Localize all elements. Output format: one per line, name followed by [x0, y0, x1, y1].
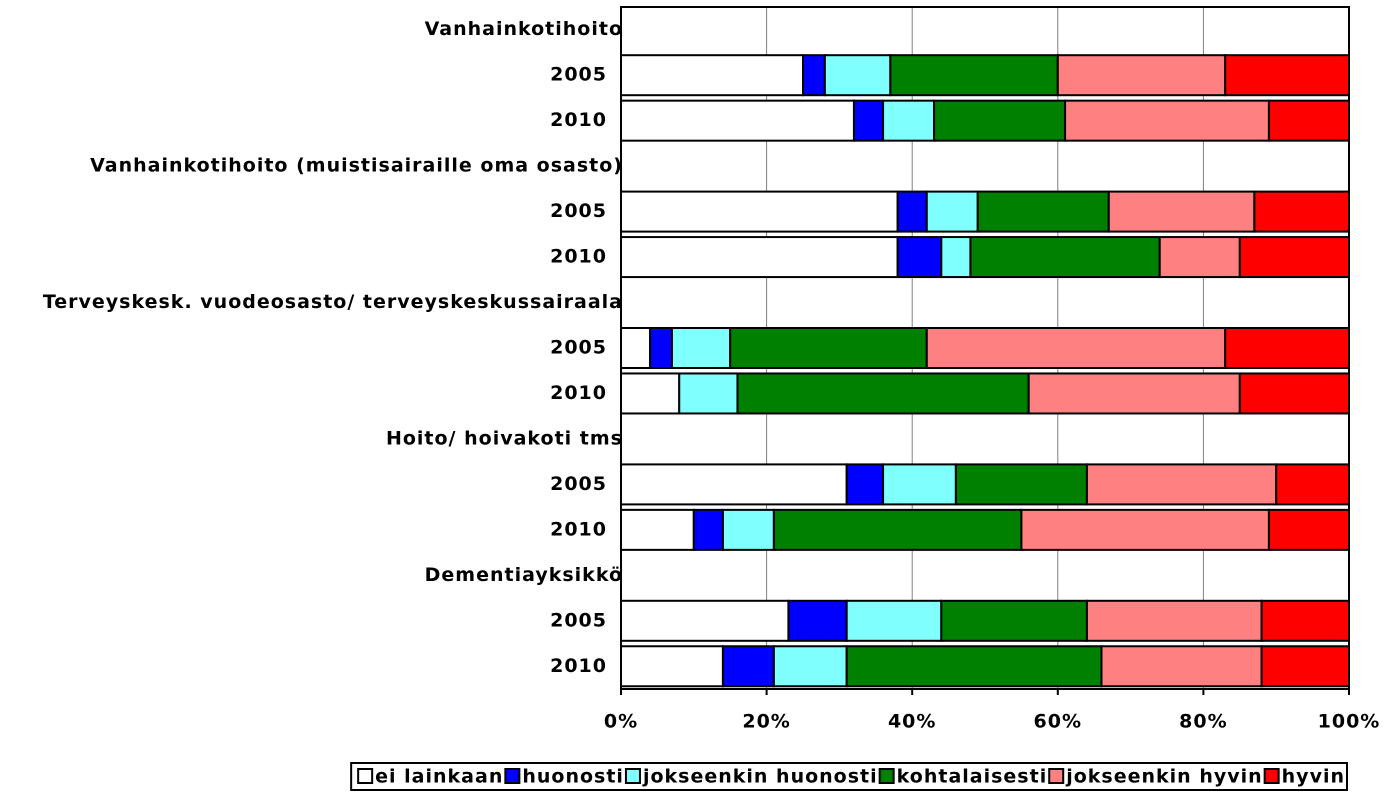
group-label: Vanhainkotihoito (muistisairaille oma os…: [90, 155, 623, 177]
y-tick-label: 2005: [550, 337, 607, 359]
bar-segment: [925, 327, 1227, 369]
bar-segment: [1224, 54, 1350, 97]
bar-segment: [1267, 99, 1351, 142]
bar-segment: [692, 508, 724, 551]
bar-segment: [620, 508, 695, 551]
x-tick-label: 0%: [604, 711, 638, 733]
legend-label: huonosti: [522, 766, 624, 788]
bar-segment: [620, 54, 804, 97]
bar-segment: [1020, 508, 1270, 551]
bar-segment: [852, 99, 885, 142]
legend-swatch: [624, 768, 641, 784]
bar-segment: [1158, 236, 1241, 279]
bar-segment: [969, 236, 1161, 279]
bar-segment: [1267, 508, 1351, 551]
bar-segment: [940, 236, 972, 279]
bar-segment: [736, 372, 1030, 415]
bar-segment: [1238, 372, 1351, 415]
x-tick-label: 60%: [1034, 711, 1082, 733]
bar-segment: [1253, 190, 1350, 233]
bar-segment: [1238, 236, 1351, 279]
legend-swatch: [878, 768, 895, 784]
bar-segment: [1107, 190, 1256, 233]
bar-segment: [889, 54, 1059, 97]
x-tick-label: 80%: [1179, 711, 1227, 733]
x-tick-label: 40%: [888, 711, 936, 733]
y-tick-label: 2010: [550, 109, 607, 131]
group-label: Terveyskesk. vuodeosasto/ terveyskeskuss…: [43, 291, 623, 313]
group-label: Dementiayksikkö: [425, 564, 623, 586]
bar-segment: [620, 599, 790, 642]
bar-segment: [802, 54, 826, 97]
bar-segment: [1100, 645, 1263, 688]
y-tick-label: 2010: [550, 246, 607, 268]
bar-segment: [940, 599, 1088, 642]
legend-swatch: [1048, 768, 1065, 784]
y-tick-label: 2010: [550, 518, 607, 540]
bar-segment: [845, 463, 885, 506]
bar-segment: [925, 190, 979, 233]
legend-label: jokseenkin huonosti: [642, 766, 878, 788]
bar-segment: [954, 463, 1088, 506]
bar-segment: [1085, 463, 1278, 506]
y-tick-label: 2010: [550, 655, 607, 677]
x-tick-label: 100%: [1318, 711, 1381, 733]
bar-segment: [772, 645, 848, 688]
bar-segment: [787, 599, 848, 642]
bar-segment: [620, 99, 855, 142]
bar-segment: [678, 372, 739, 415]
bar-segment: [620, 645, 724, 688]
bar-segment: [1224, 327, 1350, 369]
bar-segment: [845, 645, 1103, 688]
bar-segment: [620, 327, 652, 369]
bar-segment: [1260, 599, 1351, 642]
bar-segment: [1260, 645, 1351, 688]
y-tick-label: 2005: [550, 64, 607, 86]
bar-segment: [845, 599, 943, 642]
bar-segment: [772, 508, 1023, 551]
bar-segment: [1027, 372, 1241, 415]
bar-segment: [670, 327, 732, 369]
bar-segment: [729, 327, 928, 369]
bar-segment: [620, 463, 848, 506]
bar-segment: [882, 463, 957, 506]
y-tick-label: 2005: [550, 200, 607, 222]
plot-frame: [620, 6, 1350, 690]
y-tick-label: 2010: [550, 382, 607, 404]
bar-segment: [620, 190, 899, 233]
x-tick-label: 20%: [742, 711, 790, 733]
bar-segment: [896, 236, 943, 279]
bar-segment: [721, 645, 775, 688]
bar-segment: [976, 190, 1110, 233]
legend-label: kohtalaisesti: [897, 766, 1048, 788]
bar-segment: [1085, 599, 1263, 642]
y-tick-label: 2005: [550, 473, 607, 495]
bar-segment: [721, 508, 775, 551]
bar-segment: [823, 54, 892, 97]
bar-segment: [933, 99, 1067, 142]
bar-segment: [649, 327, 673, 369]
legend-swatch: [1263, 768, 1280, 784]
legend-label: hyvin: [1282, 766, 1345, 788]
bar-segment: [620, 236, 899, 279]
bar-segment: [1275, 463, 1350, 506]
legend-swatch: [357, 768, 374, 784]
legend-swatch: [504, 768, 521, 784]
legend: ei lainkaan huonosti jokseenkin huonosti ko…: [350, 762, 1348, 791]
group-label: Hoito/ hoivakoti tms: [386, 427, 623, 449]
group-label: Vanhainkotihoito: [425, 18, 623, 40]
bar-segment: [896, 190, 928, 233]
bar-segment: [620, 372, 681, 415]
bar-segment: [1056, 54, 1227, 97]
bar-segment: [1064, 99, 1270, 142]
legend-label: ei lainkaan: [375, 766, 503, 788]
y-tick-label: 2005: [550, 609, 607, 631]
bar-segment: [882, 99, 936, 142]
legend-label: jokseenkin hyvin: [1065, 766, 1262, 788]
